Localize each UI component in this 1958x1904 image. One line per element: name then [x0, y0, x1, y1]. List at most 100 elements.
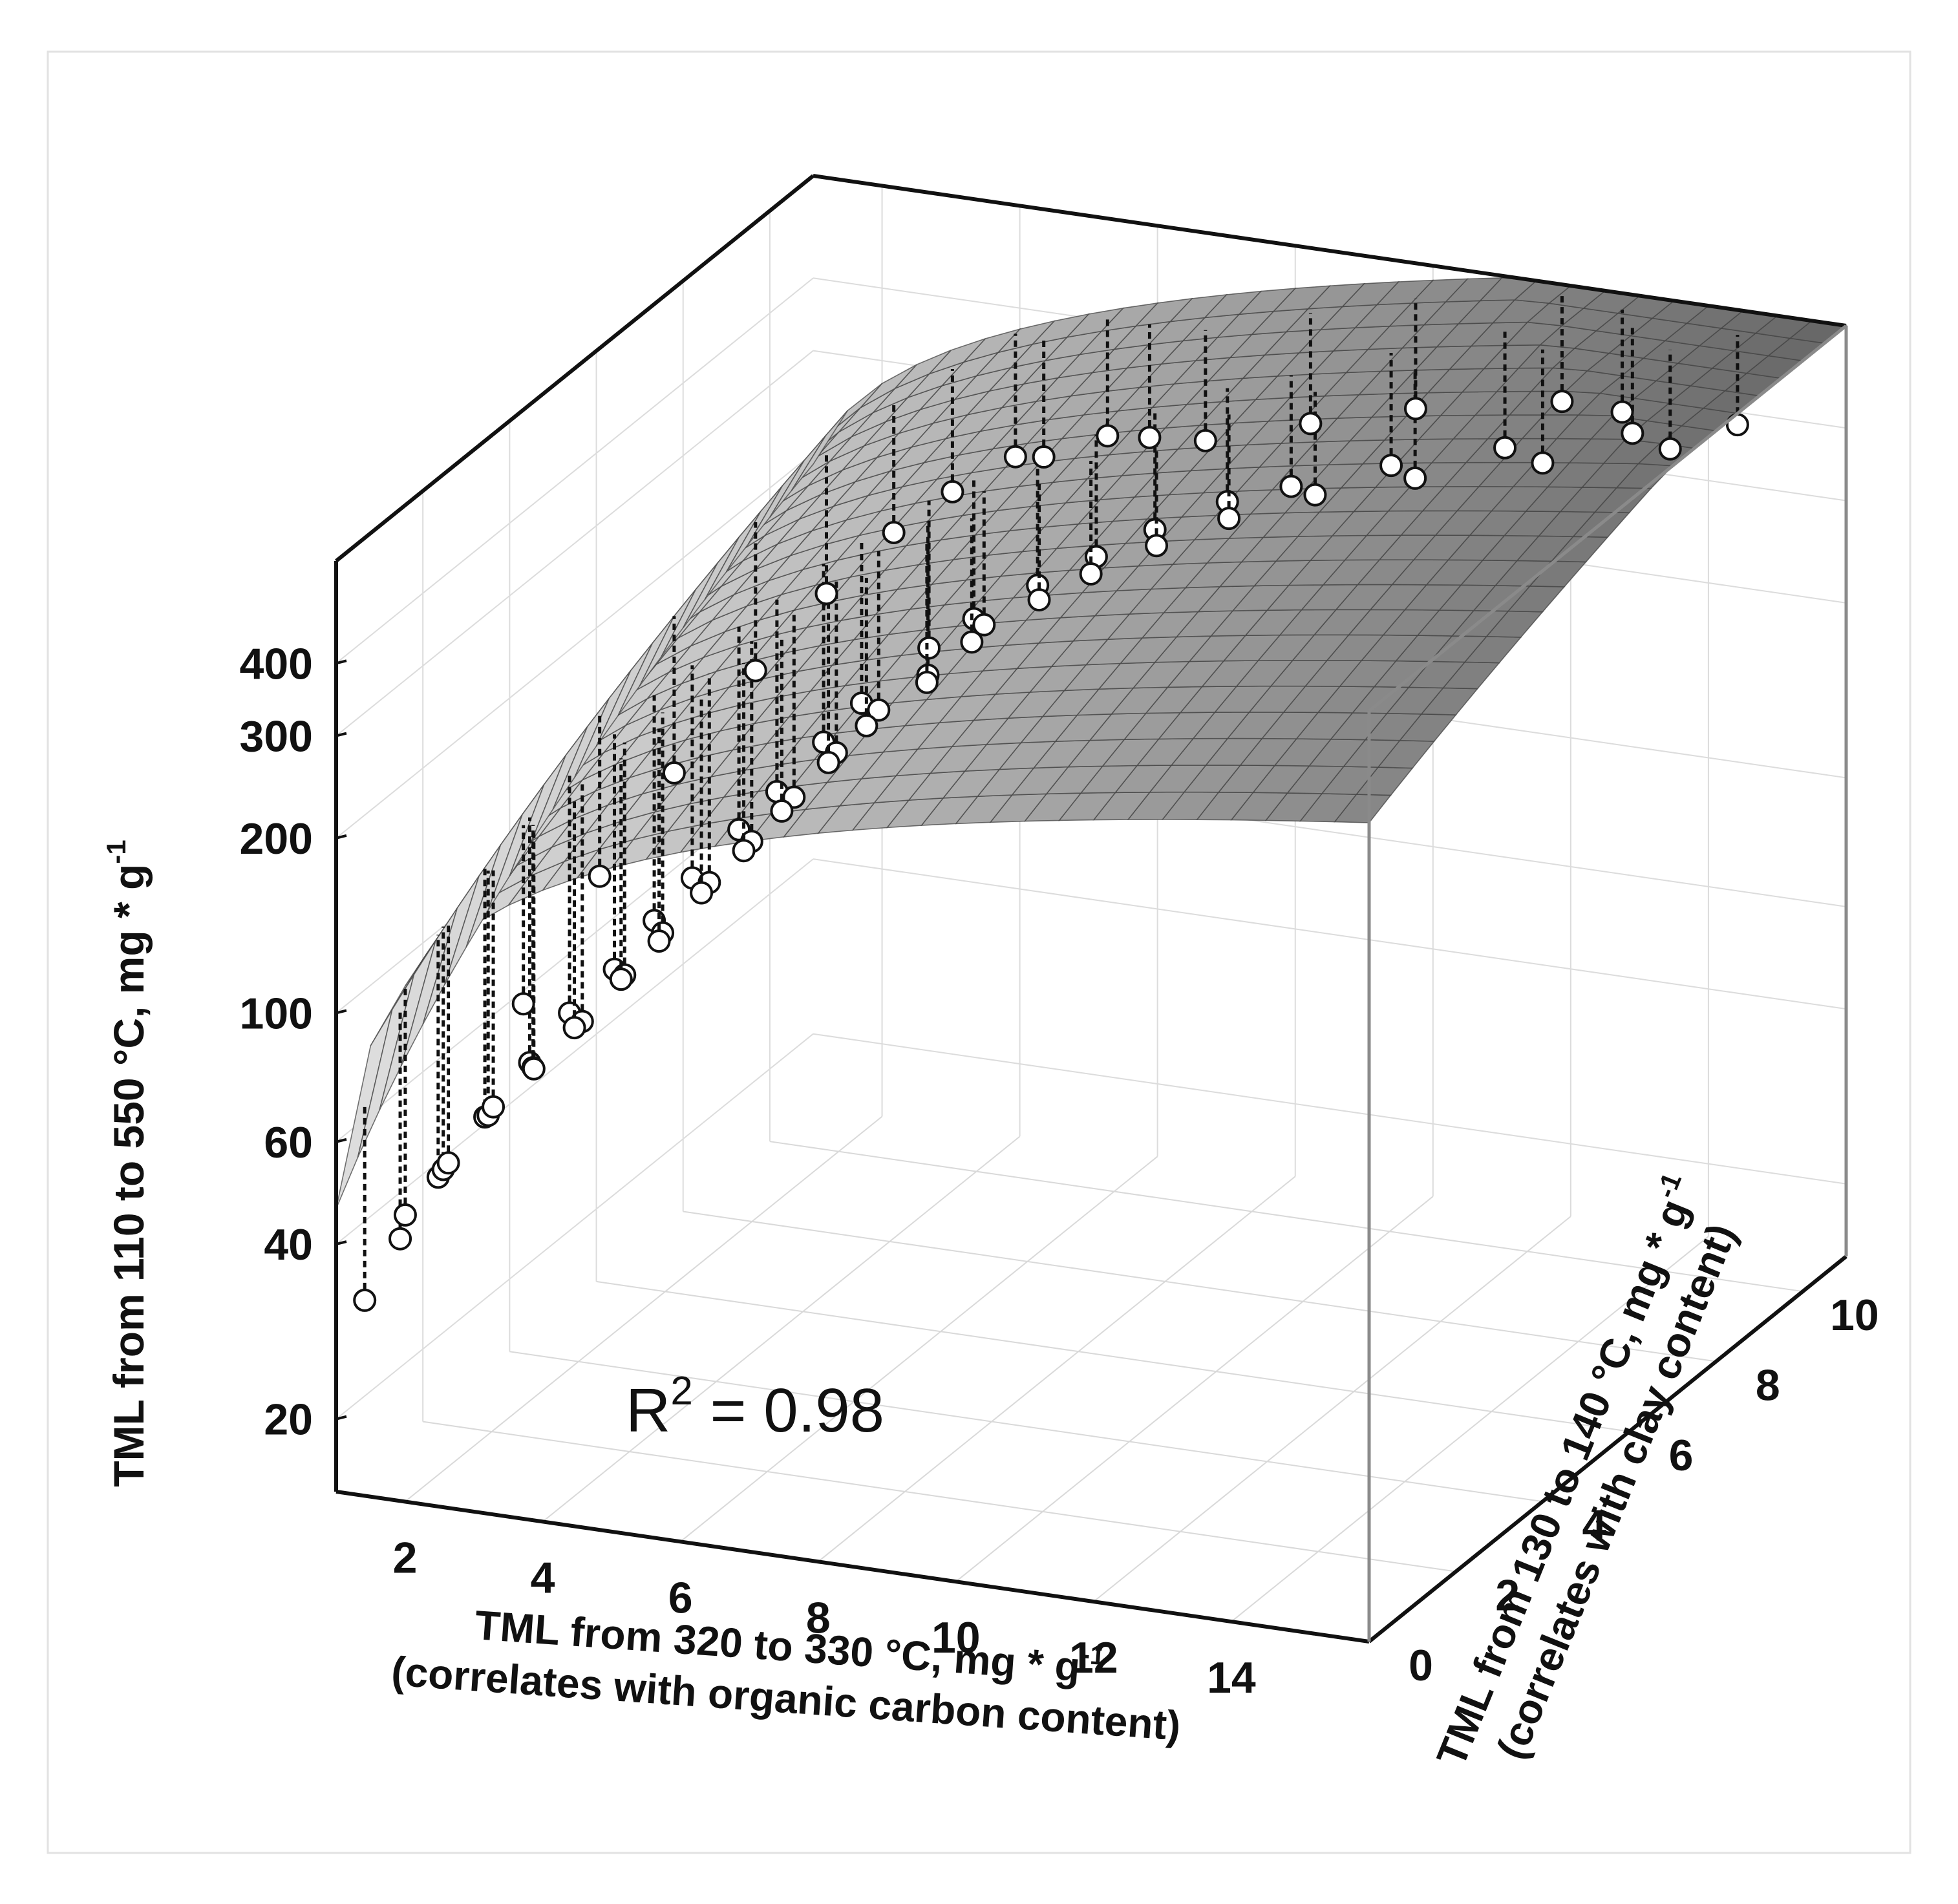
data-point [770, 799, 794, 823]
data-point [960, 630, 984, 654]
z-tick-label: 300 [240, 712, 313, 761]
data-point [609, 968, 633, 991]
data-point [562, 1016, 586, 1040]
z-tick-mark [335, 1240, 347, 1246]
top-right-edge [1368, 324, 1847, 712]
floor-grid-line [1093, 1216, 1571, 1602]
z-tick-label: 100 [240, 989, 313, 1038]
z-tick-mark [335, 732, 347, 737]
z-tick-mark [335, 1415, 347, 1421]
x-tick-label: 8 [806, 1593, 831, 1642]
data-points [353, 292, 1749, 1312]
data-point [1403, 466, 1427, 490]
data-point [1531, 451, 1555, 475]
data-point [1299, 412, 1323, 436]
data-point [1096, 424, 1120, 448]
floor-grid-line [596, 1280, 1630, 1432]
z-tick-mark [335, 1137, 347, 1143]
data-point [353, 1288, 377, 1312]
z-tick-label: 400 [240, 639, 313, 688]
data-point [1138, 426, 1162, 450]
data-point [690, 881, 714, 905]
data-point [1379, 454, 1403, 478]
z-tick-mark [335, 1009, 347, 1015]
data-point [388, 1227, 412, 1251]
data-point [855, 714, 878, 737]
data-point [915, 670, 939, 694]
floor-grid-line [542, 1136, 1021, 1523]
data-point [1610, 400, 1634, 424]
z-tick-label: 60 [264, 1118, 313, 1167]
y-tick-label: 10 [1830, 1291, 1879, 1340]
data-point [941, 480, 964, 503]
data-point [647, 929, 671, 953]
x-tick-label: 4 [531, 1553, 555, 1602]
fitted-surface [335, 277, 1847, 1209]
data-point [1193, 428, 1217, 452]
y-tick-label: 8 [1756, 1361, 1780, 1410]
data-point [1493, 436, 1517, 460]
data-point [1403, 397, 1427, 421]
left-wall-grid-line [335, 277, 814, 664]
left-wall-grid-line [335, 1033, 814, 1420]
data-point [743, 659, 767, 682]
x-tick-label: 12 [1069, 1633, 1118, 1682]
data-point [482, 1095, 505, 1119]
data-point [522, 1057, 546, 1081]
top-left-edge [335, 174, 814, 563]
z-axis-label: TML from 110 to 550 °C, mg * g-1 [101, 840, 153, 1486]
data-point [1145, 534, 1169, 558]
data-point [1003, 445, 1027, 469]
z-tick-label: 200 [240, 814, 313, 863]
z-tick-label: 20 [264, 1395, 313, 1444]
x-tick-label: 10 [931, 1613, 981, 1662]
data-point [816, 750, 840, 774]
data-point [867, 698, 891, 722]
data-point [436, 1151, 460, 1175]
back-wall-grid-line [813, 858, 1847, 1010]
left-wall-grid-line [335, 350, 814, 737]
data-point [393, 1203, 417, 1227]
y-tick-label: 0 [1409, 1641, 1433, 1690]
y-tick-label: 6 [1669, 1431, 1694, 1480]
data-point [662, 761, 686, 785]
floor-grid-line [683, 1211, 1716, 1362]
top-back-edge [813, 174, 1847, 328]
data-point [1027, 588, 1051, 612]
data-point [917, 636, 941, 660]
z-tick-mark [335, 834, 347, 840]
data-point [1032, 445, 1056, 469]
z-tick-label: 40 [264, 1220, 313, 1269]
data-point [1621, 421, 1644, 445]
data-point [1079, 562, 1103, 586]
x-tick-label: 2 [393, 1533, 418, 1582]
data-point [588, 864, 612, 888]
data-point [1279, 474, 1303, 498]
y-tick-label: 4 [1582, 1501, 1606, 1550]
floor-grid-line [955, 1196, 1434, 1582]
data-point [511, 992, 535, 1016]
data-point [1303, 483, 1327, 507]
floor-grid-line [1231, 1236, 1709, 1622]
x-tick-label: 14 [1207, 1653, 1256, 1702]
floor-grid-line [769, 1141, 1804, 1293]
tick-labels: 20 40 60 100 200 300 400 2 4 6 8 10 12 14 0 2 4 6 8 10 [240, 639, 1879, 1702]
y-tick-label: 2 [1495, 1571, 1520, 1620]
data-point [1550, 390, 1574, 414]
surface-cell [791, 410, 848, 491]
z-tick-mark [335, 659, 347, 665]
data-point [882, 521, 906, 545]
data-point [814, 582, 838, 606]
data-point [972, 613, 996, 637]
x-axis-line [335, 1490, 1370, 1644]
floor-grid-line [423, 1421, 1456, 1572]
y-axis-line [1368, 1254, 1847, 1644]
axis-frame [334, 174, 1848, 1644]
back-wall-grid-line [813, 1033, 1847, 1185]
data-point [732, 839, 756, 863]
data-point [1658, 437, 1682, 461]
left-wall-grid-line [335, 452, 814, 839]
data-point [1217, 507, 1241, 531]
x-tick-label: 6 [668, 1573, 693, 1622]
